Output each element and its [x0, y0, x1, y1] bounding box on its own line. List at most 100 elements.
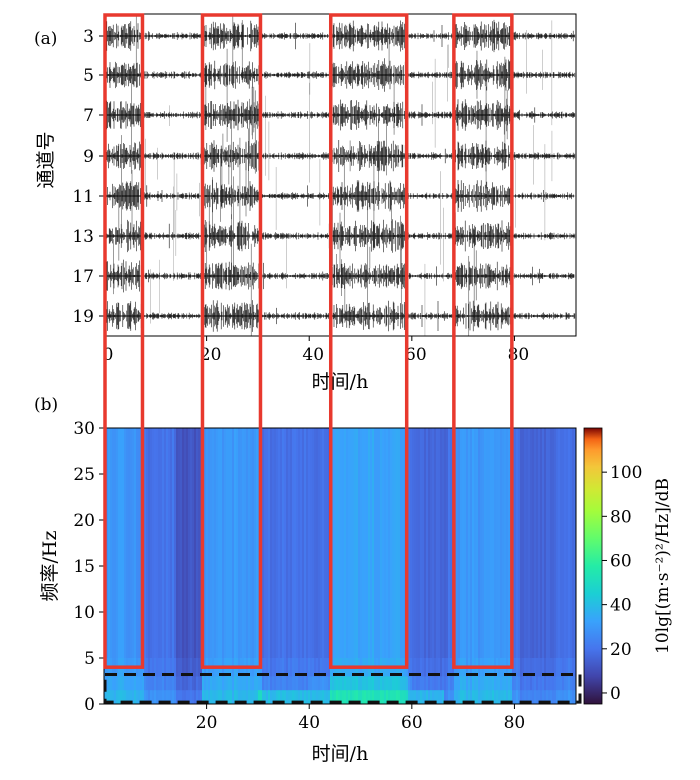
heatmap-cell — [298, 690, 301, 705]
heatmap-cell — [508, 690, 511, 705]
heatmap-cell — [120, 428, 123, 659]
heatmap-cell — [444, 428, 447, 659]
heatmap-cell — [258, 676, 261, 691]
heatmap-cell — [434, 690, 437, 705]
heatmap-cell — [178, 658, 181, 677]
heatmap-cell — [218, 676, 221, 691]
heatmap-cell — [450, 690, 453, 705]
heatmap-cell — [488, 690, 491, 705]
heatmap-cell — [276, 428, 279, 659]
heatmap-cell — [198, 658, 201, 677]
heatmap-cell — [504, 676, 507, 691]
heatmap-cell — [150, 658, 153, 677]
heatmap-cell — [282, 428, 285, 659]
heatmap-cell — [420, 428, 423, 659]
heatmap-cell — [230, 690, 233, 705]
heatmap-cell — [268, 658, 271, 677]
heatmap-cell — [530, 658, 533, 677]
heatmap-cell — [276, 676, 279, 691]
heatmap-cell — [416, 690, 419, 705]
heatmap-cell — [236, 676, 239, 691]
heatmap-cell — [518, 676, 521, 691]
highlight-windows — [103, 13, 514, 669]
heatmap-cell — [400, 690, 403, 705]
heatmap-cell — [244, 676, 247, 691]
heatmap-cell — [492, 676, 495, 691]
heatmap-cell — [192, 690, 195, 705]
heatmap-cell — [182, 658, 185, 677]
heatmap-cell — [168, 428, 171, 659]
heatmap-cell — [190, 690, 193, 705]
heatmap-cell — [358, 676, 361, 691]
heatmap-cell — [274, 428, 277, 659]
heatmap-cell — [348, 428, 351, 659]
heatmap-cell — [182, 690, 185, 705]
heatmap-cell — [426, 658, 429, 677]
heatmap-cell — [514, 676, 517, 691]
heatmap-cell — [438, 676, 441, 691]
heatmap-cell — [506, 428, 509, 659]
heatmap-cell — [122, 428, 125, 659]
heatmap-cell — [308, 428, 311, 659]
heatmap-cell — [442, 676, 445, 691]
heatmap-cell — [196, 690, 199, 705]
heatmap-cell — [458, 676, 461, 691]
heatmap-cell — [128, 428, 131, 659]
heatmap-cell — [196, 428, 199, 659]
panel-b-ytick-label-10: 10 — [73, 603, 95, 623]
heatmap-cell — [186, 676, 189, 691]
heatmap-cell — [304, 676, 307, 691]
heatmap-cell — [354, 676, 357, 691]
heatmap-cell — [114, 428, 117, 659]
heatmap-cell — [468, 428, 471, 659]
heatmap-cell — [288, 676, 291, 691]
heatmap-cell — [146, 690, 149, 705]
heatmap-cell — [476, 428, 479, 659]
heatmap-cell — [434, 428, 437, 659]
heatmap-cell — [180, 658, 183, 677]
heatmap-cell — [550, 676, 553, 691]
heatmap-cell — [402, 690, 405, 705]
heatmap-cell — [344, 428, 347, 659]
heatmap-cell — [146, 428, 149, 659]
heatmap-cell — [296, 690, 299, 705]
heatmap-cell — [158, 428, 161, 659]
heatmap-cell — [456, 428, 459, 659]
heatmap-cell — [532, 428, 535, 659]
heatmap-cell — [236, 690, 239, 705]
heatmap-cell — [554, 676, 557, 691]
heatmap-cell — [360, 690, 363, 705]
heatmap-cell — [564, 428, 567, 659]
heatmap-cell — [312, 690, 315, 705]
heatmap-cell — [236, 428, 239, 659]
heatmap-cell — [200, 676, 203, 691]
heatmap-cell — [534, 690, 537, 705]
heatmap-cell — [346, 676, 349, 691]
heatmap-cell — [186, 658, 189, 677]
heatmap-cell — [514, 690, 517, 705]
heatmap-cell — [266, 658, 269, 677]
heatmap-cell — [206, 428, 209, 659]
heatmap-cell — [186, 428, 189, 659]
panel-a-y-ticks: 3 5 7 9 11 13 17 19 — [72, 27, 104, 327]
heatmap-cell — [296, 428, 299, 659]
heatmap-cell — [382, 690, 385, 705]
heatmap-cell — [266, 676, 269, 691]
heatmap-cell — [160, 428, 163, 659]
heatmap-cell — [526, 658, 529, 677]
heatmap-cell — [258, 690, 261, 705]
heatmap-cell — [540, 658, 543, 677]
heatmap-cell — [160, 658, 163, 677]
heatmap-cell — [510, 690, 513, 705]
heatmap-cell — [570, 658, 573, 677]
heatmap-cell — [158, 690, 161, 705]
colorbar — [583, 427, 603, 705]
heatmap-cell — [250, 690, 253, 705]
heatmap-cell — [176, 690, 179, 705]
heatmap-cell — [406, 676, 409, 691]
heatmap-cell — [224, 676, 227, 691]
heatmap-cell — [452, 676, 455, 691]
heatmap-cell — [232, 676, 235, 691]
heatmap-cell — [318, 658, 321, 677]
